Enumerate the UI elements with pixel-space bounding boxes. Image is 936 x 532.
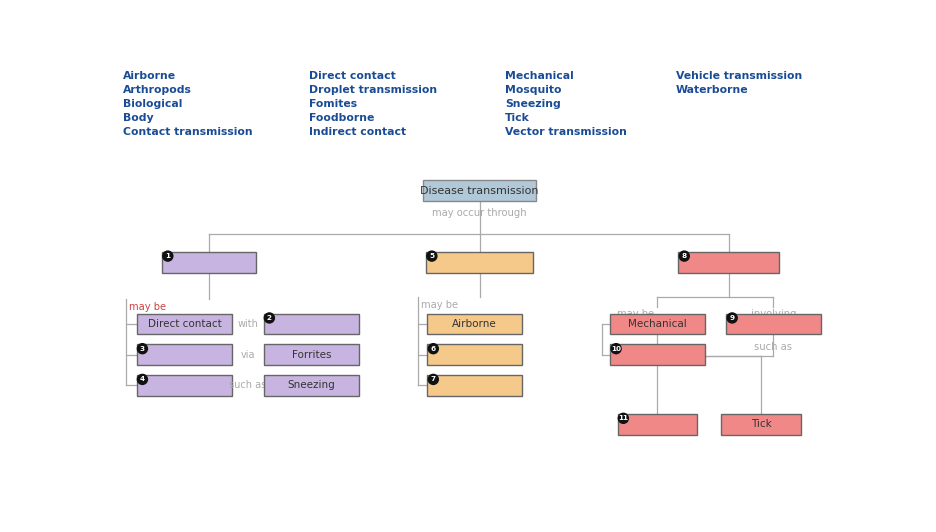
FancyBboxPatch shape <box>137 375 232 396</box>
Circle shape <box>429 344 438 354</box>
Text: 8: 8 <box>681 253 687 259</box>
Text: 5: 5 <box>430 253 434 259</box>
Text: may be: may be <box>129 303 166 312</box>
Text: Direct contact: Direct contact <box>148 319 221 329</box>
Text: Airborne: Airborne <box>452 319 497 329</box>
FancyBboxPatch shape <box>264 375 359 396</box>
Text: Droplet transmission: Droplet transmission <box>309 85 437 95</box>
Text: such as: such as <box>754 342 793 352</box>
Text: Arthropods: Arthropods <box>123 85 192 95</box>
Text: Fomites: Fomites <box>309 99 358 109</box>
FancyBboxPatch shape <box>137 314 232 334</box>
Text: Waterborne: Waterborne <box>676 85 748 95</box>
Text: Tick: Tick <box>751 419 771 429</box>
FancyBboxPatch shape <box>428 314 521 334</box>
Text: Vector transmission: Vector transmission <box>505 127 627 137</box>
Text: Indirect contact: Indirect contact <box>309 127 406 137</box>
Text: 6: 6 <box>431 346 436 352</box>
Circle shape <box>163 251 173 261</box>
Circle shape <box>680 251 689 261</box>
Text: may be: may be <box>421 300 459 310</box>
Text: Sneezing: Sneezing <box>287 380 335 390</box>
FancyBboxPatch shape <box>679 252 779 273</box>
FancyBboxPatch shape <box>423 180 536 202</box>
Circle shape <box>264 313 274 323</box>
FancyBboxPatch shape <box>722 414 801 435</box>
Text: such as: such as <box>229 380 267 390</box>
Circle shape <box>611 344 622 354</box>
Text: Forrites: Forrites <box>292 350 331 360</box>
Text: 4: 4 <box>139 377 145 383</box>
Text: Mechanical: Mechanical <box>505 71 574 81</box>
FancyBboxPatch shape <box>428 344 521 365</box>
FancyBboxPatch shape <box>264 314 359 334</box>
FancyBboxPatch shape <box>610 314 705 334</box>
FancyBboxPatch shape <box>264 344 359 365</box>
Text: Airborne: Airborne <box>123 71 176 81</box>
Text: involving: involving <box>751 309 797 319</box>
Text: may occur through: may occur through <box>432 207 527 218</box>
Text: Biological: Biological <box>123 99 183 109</box>
Text: 10: 10 <box>611 346 622 352</box>
Text: Vehicle transmission: Vehicle transmission <box>676 71 802 81</box>
Circle shape <box>138 375 148 385</box>
Text: Direct contact: Direct contact <box>309 71 396 81</box>
Text: Sneezing: Sneezing <box>505 99 561 109</box>
Text: Mosquito: Mosquito <box>505 85 562 95</box>
Text: 11: 11 <box>619 415 628 421</box>
Text: 2: 2 <box>267 315 271 321</box>
Text: 3: 3 <box>139 346 145 352</box>
FancyBboxPatch shape <box>162 252 256 273</box>
Text: Tick: Tick <box>505 113 530 123</box>
Circle shape <box>138 344 148 354</box>
FancyBboxPatch shape <box>726 314 821 334</box>
FancyBboxPatch shape <box>618 414 697 435</box>
Circle shape <box>429 375 438 385</box>
Text: Contact transmission: Contact transmission <box>123 127 253 137</box>
Text: 9: 9 <box>729 315 735 321</box>
Text: may be: may be <box>617 309 654 319</box>
Text: Body: Body <box>123 113 154 123</box>
Text: 1: 1 <box>166 253 170 259</box>
Text: Mechanical: Mechanical <box>628 319 687 329</box>
Text: Disease transmission: Disease transmission <box>420 186 539 196</box>
Text: 7: 7 <box>431 377 436 383</box>
Text: with: with <box>238 319 258 329</box>
Text: Foodborne: Foodborne <box>309 113 374 123</box>
Circle shape <box>619 413 628 423</box>
Text: via: via <box>241 350 256 360</box>
FancyBboxPatch shape <box>610 344 705 365</box>
FancyBboxPatch shape <box>137 344 232 365</box>
FancyBboxPatch shape <box>428 375 521 396</box>
FancyBboxPatch shape <box>426 252 534 273</box>
Circle shape <box>727 313 738 323</box>
Circle shape <box>427 251 437 261</box>
